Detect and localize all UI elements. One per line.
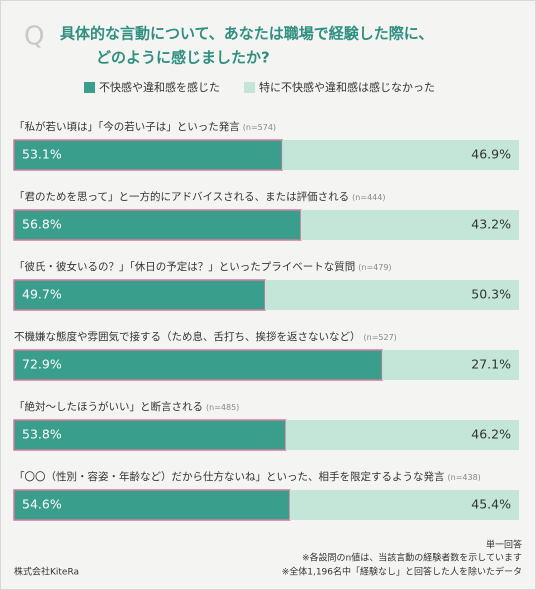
bar-segment bbox=[13, 349, 383, 381]
category-text: 「絶対～したほうがいい」と断言される bbox=[14, 400, 203, 413]
category-label: 「絶対～したほうがいい」と断言される (n=485) bbox=[14, 400, 239, 413]
category-label: 不機嫌な態度や雰囲気で接する（ため息、舌打ち、挨拶を返さないなど） (n=527) bbox=[14, 330, 397, 343]
category-note: (n=574) bbox=[243, 123, 276, 132]
value-label: 54.6% bbox=[22, 497, 62, 512]
category-text: 「私が若い頃は」「今の若い子は」といった発言 bbox=[14, 120, 240, 133]
category-note: (n=479) bbox=[358, 263, 391, 272]
legend-label: 特に不快感や違和感は感じなかった bbox=[259, 80, 435, 94]
chart-title: 具体的な言動について、あなたは職場で経験した際に、 bbox=[60, 25, 433, 43]
question-marker: Q bbox=[24, 22, 44, 52]
bar-segment bbox=[13, 139, 283, 171]
bar-segment bbox=[13, 209, 302, 241]
bar-segment bbox=[300, 210, 519, 240]
chart-title: どのように感じましたか? bbox=[96, 49, 270, 67]
bar-segment bbox=[282, 140, 519, 170]
category-text: 「〇〇（性別・容姿・年齢など）だから仕方ないね」といった、相手を限定するような発… bbox=[14, 470, 445, 483]
bar-segment bbox=[264, 280, 519, 310]
category-note: (n=485) bbox=[206, 403, 239, 412]
category-label: 「彼氏・彼女いるの？」「休日の予定は？」といったプライベートな質問 (n=479) bbox=[14, 260, 392, 273]
value-label: 50.3% bbox=[471, 287, 511, 302]
value-label: 53.8% bbox=[22, 427, 62, 442]
value-label: 49.7% bbox=[22, 287, 62, 302]
bar-segment bbox=[13, 279, 266, 311]
source: 株式会社KiteRa bbox=[14, 566, 79, 578]
note: 単一回答 bbox=[486, 539, 522, 551]
bar-segment bbox=[382, 350, 519, 380]
value-label: 45.4% bbox=[471, 497, 511, 512]
category-label: 「〇〇（性別・容姿・年齢など）だから仕方ないね」といった、相手を限定するような発… bbox=[14, 470, 481, 483]
value-label: 46.2% bbox=[471, 427, 511, 442]
category-note: (n=527) bbox=[364, 333, 397, 342]
bar-segment bbox=[13, 489, 291, 521]
category-note: (n=438) bbox=[448, 473, 481, 482]
value-label: 46.9% bbox=[471, 147, 511, 162]
note: ※各設問のn値は、当該言動の経験者数を示しています bbox=[302, 552, 522, 564]
category-label: 「君のためを思って」と一方的にアドバイスされる、または評価される (n=444) bbox=[14, 190, 385, 203]
legend-swatch bbox=[84, 82, 95, 93]
category-text: 「彼氏・彼女いるの？」「休日の予定は？」といったプライベートな質問 bbox=[14, 260, 355, 273]
bar-segment bbox=[13, 419, 287, 451]
category-note: (n=444) bbox=[352, 193, 385, 202]
legend-label: 不快感や違和感を感じた bbox=[99, 81, 220, 94]
value-label: 72.9% bbox=[22, 357, 62, 372]
category-text: 「君のためを思って」と一方的にアドバイスされる、または評価される bbox=[14, 190, 349, 203]
legend-swatch bbox=[244, 82, 255, 93]
bar-segment bbox=[285, 420, 519, 450]
value-label: 27.1% bbox=[471, 357, 511, 372]
value-label: 56.8% bbox=[22, 217, 62, 232]
category-label: 「私が若い頃は」「今の若い子は」といった発言 (n=574) bbox=[14, 120, 276, 133]
category-text: 不機嫌な態度や雰囲気で接する（ため息、舌打ち、挨拶を返さないなど） bbox=[14, 330, 361, 343]
value-label: 53.1% bbox=[22, 147, 62, 162]
bar-segment bbox=[289, 490, 519, 520]
note: ※全体1,196名中「経験なし」と回答した人を除いたデータ bbox=[282, 566, 522, 578]
value-label: 43.2% bbox=[471, 217, 511, 232]
